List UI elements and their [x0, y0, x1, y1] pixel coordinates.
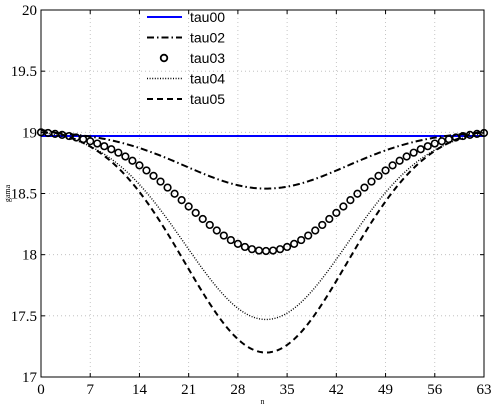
legend-label: tau02: [190, 30, 225, 46]
data-point: [297, 235, 306, 245]
legend-item-tau05: tau05: [147, 91, 225, 107]
data-point: [128, 156, 137, 165]
tick-labels: 0 7 14 21 28 35 42 49 56 63 17 17.5 18 18.5 19 19.5 20: [11, 3, 491, 398]
data-point: [430, 139, 439, 148]
x-axis-label: n: [261, 397, 265, 406]
y-tick-label: 17.5: [11, 309, 37, 325]
y-axis-label: gama: [3, 184, 12, 202]
legend-label: tau04: [190, 71, 225, 87]
data-point: [346, 196, 355, 205]
legend-item-tau03: tau03: [159, 50, 225, 66]
data-point: [142, 166, 151, 175]
series-tau03: [36, 128, 489, 256]
x-tick-label: 28: [230, 382, 245, 398]
data-point: [212, 226, 221, 235]
x-tick-label: 56: [427, 382, 443, 398]
y-tick-label: 20: [22, 3, 37, 19]
data-point: [409, 148, 418, 157]
data-point: [395, 156, 404, 165]
data-point: [318, 220, 327, 230]
data-point: [163, 183, 172, 192]
data-point: [247, 245, 257, 254]
data-point: [268, 246, 278, 255]
data-point: [437, 137, 446, 146]
data-point: [114, 148, 123, 157]
x-tick-label: 14: [132, 382, 148, 398]
data-point: [177, 196, 186, 205]
data-point: [367, 177, 376, 186]
y-tick-label: 19: [22, 125, 37, 141]
data-point: [360, 183, 369, 192]
data-point: [240, 242, 250, 252]
data-point: [353, 189, 362, 198]
grid: [41, 10, 484, 377]
data-point: [374, 171, 383, 180]
legend-item-tau04: tau04: [147, 71, 225, 87]
x-tick-label: 63: [477, 382, 491, 398]
data-point: [107, 145, 116, 154]
x-tick-label: 49: [378, 382, 393, 398]
data-point: [205, 220, 214, 230]
series-tau02: [40, 131, 485, 190]
x-tick-label: 21: [181, 382, 196, 398]
data-point: [275, 245, 285, 254]
data-point: [261, 246, 271, 256]
data-point: [283, 242, 292, 252]
data-point: [191, 208, 200, 217]
data-point: [233, 239, 242, 248]
x-tick-label: 42: [329, 382, 344, 398]
x-tick-label: 35: [280, 382, 295, 398]
data-point: [332, 208, 341, 217]
data-point: [226, 235, 235, 245]
data-point: [339, 202, 348, 211]
data-point: [100, 142, 109, 151]
legend-marker: [159, 53, 169, 63]
data-point: [184, 202, 193, 211]
series-layer: [36, 128, 489, 354]
x-tick-label: 7: [86, 382, 94, 398]
data-point: [402, 152, 411, 161]
data-point: [388, 161, 397, 170]
series-tau05: [40, 128, 485, 354]
legend-item-tau00: tau00: [147, 9, 225, 25]
data-point: [290, 239, 299, 248]
data-point: [423, 142, 432, 151]
data-point: [86, 137, 95, 146]
data-point: [325, 214, 334, 224]
legend-label: tau00: [190, 9, 225, 25]
data-point: [170, 189, 179, 198]
y-tick-label: 17: [22, 370, 38, 386]
data-point: [156, 177, 165, 186]
data-point: [93, 139, 102, 148]
data-point: [149, 171, 158, 180]
x-tick-label: 0: [37, 382, 45, 398]
legend-label: tau03: [190, 50, 225, 66]
data-point: [254, 246, 264, 255]
data-point: [135, 161, 144, 170]
data-point: [416, 145, 425, 154]
series-tau04: [40, 131, 485, 321]
y-tick-label: 18: [22, 248, 37, 264]
y-tick-label: 19.5: [11, 64, 37, 80]
legend-item-tau02: tau02: [147, 30, 225, 46]
data-point: [304, 231, 313, 240]
y-tick-label: 18.5: [11, 187, 37, 203]
data-point: [198, 214, 207, 224]
ticks: [40, 9, 485, 378]
data-point: [381, 166, 390, 175]
legend-label: tau05: [190, 91, 225, 107]
legend: tau00 tau02 tau03 tau04 tau05: [147, 9, 225, 107]
data-point: [219, 231, 228, 240]
data-point: [121, 152, 130, 161]
data-point: [311, 226, 320, 235]
